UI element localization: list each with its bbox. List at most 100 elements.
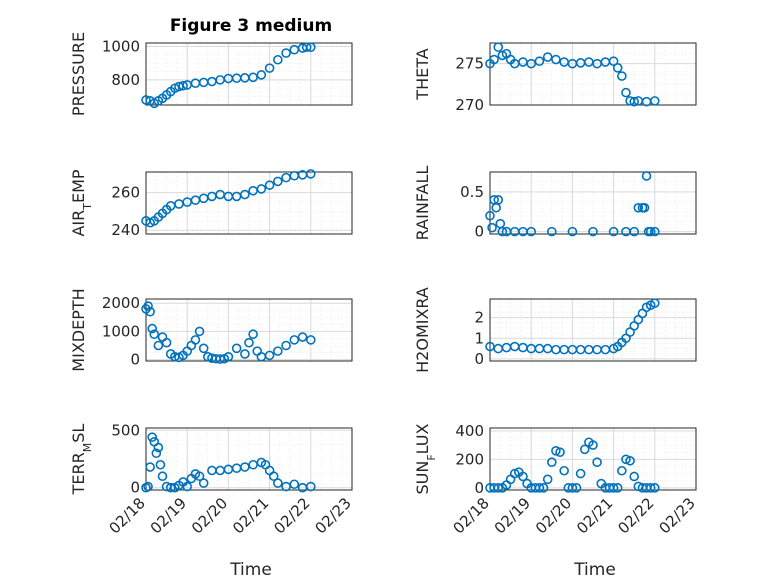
x-tick-label: 02/23	[656, 494, 699, 537]
data-point	[198, 478, 209, 488]
x-tick-label: 02/22	[270, 494, 313, 537]
y-axis-label: H2OMIXRA	[413, 287, 432, 373]
data-point	[143, 301, 153, 311]
data-point	[281, 48, 291, 58]
data-point	[608, 56, 619, 66]
data-point	[145, 462, 155, 472]
y-tick-label: 0.5	[460, 183, 484, 201]
y-tick-label: 1000	[102, 37, 140, 55]
data-point	[194, 471, 205, 482]
data-point	[182, 481, 192, 492]
data-point	[151, 448, 162, 459]
subplot-terr_msl: 0 500 TERRMSL 02/1802/1902/2002/2102/2202/2…	[69, 421, 355, 537]
data-point	[629, 471, 640, 482]
data-point	[546, 226, 557, 237]
data-point	[161, 337, 172, 348]
axes-frame	[145, 427, 353, 491]
data-point	[143, 481, 153, 492]
data-point	[538, 483, 549, 493]
data-point	[223, 351, 234, 362]
data-point	[649, 298, 660, 308]
data-point	[489, 54, 499, 65]
y-axis-label: SUNFLUX	[413, 423, 438, 494]
data-point	[579, 444, 590, 455]
data-point	[155, 459, 166, 470]
data-point	[645, 483, 656, 493]
data-point	[194, 326, 205, 337]
subplot-h2omixra: 0 1 2 H2OMIXRA	[413, 287, 697, 373]
plot-area	[145, 171, 353, 235]
data-point	[639, 202, 650, 213]
y-axis-label: PRESSURE	[69, 32, 88, 116]
data-point	[289, 335, 300, 345]
data-point	[542, 52, 553, 62]
data-point	[617, 71, 627, 81]
data-point	[153, 340, 164, 351]
y-tick-label: 2000	[102, 294, 140, 312]
data-point	[629, 96, 640, 107]
y-tick-label: 0	[474, 350, 484, 368]
subplot-air_temp: 240 260 AIRTEMP	[69, 169, 353, 239]
y-tick-label: 200	[455, 450, 484, 468]
data-point	[509, 468, 520, 479]
x-tick-label: 02/19	[491, 494, 534, 537]
data-point	[588, 226, 598, 237]
data-point	[273, 54, 283, 65]
y-tick-label: 0	[130, 479, 140, 497]
data-point	[153, 442, 164, 453]
data-point	[567, 483, 578, 493]
x-tick-label: 02/18	[450, 494, 493, 537]
data-point	[240, 189, 250, 200]
data-point	[559, 465, 569, 476]
data-point	[571, 483, 582, 493]
data-point	[649, 483, 660, 493]
data-point	[273, 478, 283, 488]
data-point	[264, 63, 275, 73]
data-point	[526, 58, 537, 69]
axes-frame	[489, 42, 697, 106]
y-axis-label: TERRMSL	[69, 424, 94, 496]
x-tick-label: 02/18	[106, 494, 149, 537]
data-point	[264, 350, 275, 361]
data-point	[297, 332, 308, 342]
data-point	[612, 483, 623, 493]
data-point	[485, 210, 495, 221]
data-point	[157, 471, 168, 482]
y-tick-label: 0	[474, 223, 484, 241]
data-point	[617, 465, 627, 476]
y-tick-label: 275	[455, 55, 484, 73]
data-point	[542, 474, 553, 485]
data-point	[256, 184, 267, 194]
data-point	[493, 195, 504, 205]
data-point	[555, 447, 565, 458]
data-point	[145, 306, 155, 317]
data-point	[178, 80, 188, 91]
data-point	[534, 56, 545, 66]
y-tick-label: 270	[455, 96, 484, 114]
data-point	[567, 226, 578, 237]
data-point	[497, 226, 508, 237]
data-point	[248, 72, 258, 83]
data-point	[273, 176, 283, 187]
y-axis-label: AIRTEMP	[69, 169, 94, 236]
data-point	[264, 180, 275, 190]
axes-frame	[489, 171, 697, 235]
y-tick-label: 500	[111, 421, 140, 439]
data-point	[268, 471, 279, 482]
data-point	[621, 87, 631, 98]
y-tick-label: 1000	[102, 322, 140, 340]
data-point	[248, 329, 258, 340]
data-point	[281, 481, 291, 492]
data-point	[629, 226, 640, 237]
x-tick-label: 02/20	[188, 494, 231, 537]
data-point	[518, 471, 528, 482]
plot-area	[489, 42, 697, 106]
data-point	[273, 346, 283, 356]
x-axis-label-right: Time	[573, 560, 616, 580]
subplot-theta: 270 275 THETA	[413, 42, 697, 114]
x-tick-label: 02/21	[573, 494, 616, 537]
y-axis-label: RAINFALL	[413, 166, 432, 241]
subplot-rainfall: 0 0.5 RAINFALL	[413, 166, 697, 241]
y-tick-label: 1	[474, 329, 484, 347]
